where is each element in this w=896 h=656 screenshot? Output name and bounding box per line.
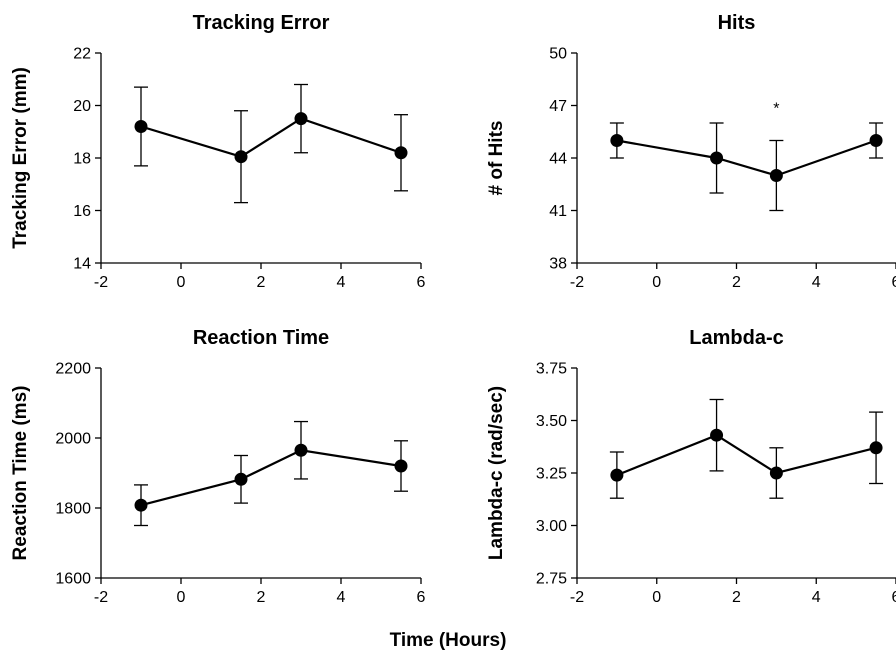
data-point-reaction-time (294, 443, 308, 457)
data-point-hits (610, 134, 624, 147)
y-tick-label-reaction-time: 1600 (55, 571, 91, 588)
y-tick-label-lambda-c: 3.75 (536, 361, 567, 378)
x-tick-label-reaction-time: 4 (337, 589, 346, 606)
x-tick-label-lambda-c: 2 (732, 589, 741, 606)
y-tick-label-tracking-error: 14 (73, 256, 91, 273)
x-tick-label-hits: 4 (812, 274, 821, 291)
x-tick-label-lambda-c: 0 (652, 589, 661, 606)
y-tick-label-reaction-time: 1800 (55, 501, 91, 518)
panel-tracking-error: Tracking Error Tracking Error (mm) 14 16 18 2… (10, 12, 426, 291)
series-line-reaction-time (140, 449, 402, 507)
y-tick-label-lambda-c: 2.75 (536, 571, 567, 588)
panel-title-hits: Hits (718, 12, 756, 34)
data-point-lambda-c (769, 466, 783, 480)
x-tick-label-reaction-time: 6 (417, 589, 426, 606)
series-line-lambda-c (616, 433, 877, 477)
x-tick-label-lambda-c: -2 (570, 589, 584, 606)
x-tick-label-reaction-time: -2 (94, 589, 108, 606)
y-tick-label-tracking-error: 22 (73, 46, 91, 63)
x-tick-label-hits: 0 (652, 274, 661, 291)
data-point-reaction-time (394, 459, 408, 473)
data-point-lambda-c (710, 428, 724, 442)
y-tick-label-hits: 41 (549, 203, 567, 220)
x-tick-label-hits: 2 (732, 274, 741, 291)
panel-title-reaction-time: Reaction Time (193, 327, 329, 349)
data-point-lambda-c (610, 468, 624, 482)
y-tick-label-hits: 50 (549, 46, 567, 63)
panel-reaction-time: Reaction Time Reaction Time (ms) 1600 1800 2… (10, 327, 426, 606)
y-tick-label-tracking-error: 16 (73, 203, 91, 220)
y-tick-label-lambda-c: 3.25 (536, 466, 567, 483)
y-axis-label-reaction-time: Reaction Time (ms) (10, 386, 31, 561)
data-point-reaction-time (134, 498, 148, 512)
data-point-hits (869, 134, 883, 147)
x-tick-label-tracking-error: 2 (257, 274, 266, 291)
shared-x-axis-label: Time (Hours) (390, 630, 507, 651)
y-axis-label-lambda-c: Lambda-c (rad/sec) (486, 386, 507, 560)
data-point-tracking-error (394, 146, 408, 160)
series-line-hits (616, 139, 877, 177)
data-point-lambda-c (869, 441, 883, 455)
y-tick-label-tracking-error: 18 (73, 151, 91, 168)
data-point-tracking-error (234, 150, 248, 164)
series-line-tracking-error (140, 117, 402, 158)
y-tick-label-lambda-c: 3.50 (536, 413, 567, 430)
y-tick-label-hits: 47 (549, 98, 567, 115)
x-tick-label-reaction-time: 2 (257, 589, 266, 606)
x-tick-label-tracking-error: 0 (177, 274, 186, 291)
y-tick-label-lambda-c: 3.00 (536, 518, 567, 535)
x-tick-label-lambda-c: 4 (812, 589, 821, 606)
x-tick-label-lambda-c: 6 (892, 589, 896, 606)
x-tick-label-tracking-error: -2 (94, 274, 108, 291)
x-tick-label-tracking-error: 4 (337, 274, 346, 291)
x-tick-label-hits: -2 (570, 274, 584, 291)
y-tick-label-reaction-time: 2200 (55, 361, 91, 378)
panel-title-lambda-c: Lambda-c (689, 327, 783, 349)
y-tick-label-hits: 38 (549, 256, 567, 273)
panel-lambda-c: Lambda-c Lambda-c (rad/sec) 2.75 3.00 3.25 3.… (486, 327, 896, 606)
panel-title-tracking-error: Tracking Error (193, 12, 330, 34)
y-tick-label-reaction-time: 2000 (55, 431, 91, 448)
y-tick-label-hits: 44 (549, 151, 567, 168)
significance-marker-hits: * (773, 100, 779, 117)
x-tick-label-hits: 6 (892, 274, 896, 291)
x-tick-label-reaction-time: 0 (177, 589, 186, 606)
data-point-tracking-error (294, 112, 308, 126)
y-axis-label-hits: # of Hits (486, 121, 507, 196)
x-tick-label-tracking-error: 6 (417, 274, 426, 291)
data-point-reaction-time (234, 472, 248, 486)
data-point-tracking-error (134, 120, 148, 133)
data-point-hits (710, 151, 724, 165)
data-point-hits (769, 169, 783, 182)
y-axis-label-tracking-error: Tracking Error (mm) (10, 67, 31, 249)
y-tick-label-tracking-error: 20 (73, 98, 91, 115)
panel-hits: Hits # of Hits 38 41 44 47 50 -2 0 2 4 6 * (486, 12, 896, 291)
